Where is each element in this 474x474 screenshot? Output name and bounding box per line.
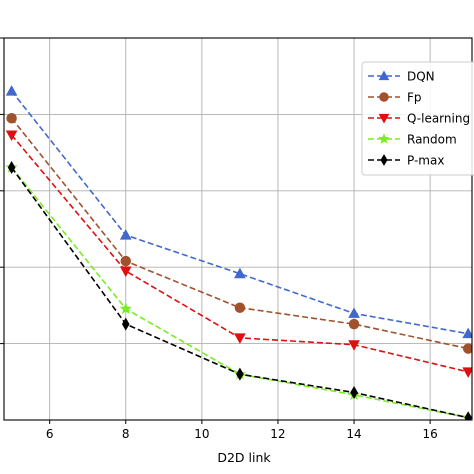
data-point	[119, 266, 132, 278]
series-q-learning	[5, 130, 472, 378]
data-point	[7, 161, 16, 174]
legend-marker	[378, 70, 390, 81]
data-point	[234, 333, 246, 344]
series-p-max	[7, 161, 472, 420]
data-point	[119, 302, 132, 315]
legend-marker	[378, 113, 390, 124]
x-tick-label: 14	[346, 427, 361, 441]
series-line	[10, 90, 469, 335]
data-point	[5, 85, 18, 96]
legend-marker	[380, 154, 388, 166]
data-point	[5, 130, 18, 142]
data-point	[234, 267, 246, 279]
legend-item: Fp	[368, 91, 422, 105]
data-point	[348, 307, 360, 318]
data-point	[119, 229, 132, 240]
legend-label: P-max	[407, 154, 444, 168]
legend-item: Random	[368, 133, 457, 147]
data-point	[348, 340, 360, 351]
x-tick-label: 12	[270, 427, 285, 441]
series-random	[5, 161, 472, 420]
x-axis-label: D2D link	[217, 450, 271, 465]
legend-label: Fp	[407, 91, 422, 105]
data-point	[6, 112, 17, 124]
data-point	[350, 386, 358, 399]
plot-frame	[3, 37, 473, 421]
x-tick-label: 8	[122, 427, 130, 441]
legend-box	[361, 61, 474, 176]
legend-label: Random	[407, 133, 457, 147]
series-dqn	[5, 85, 472, 339]
x-tick-label: 10	[194, 427, 209, 441]
x-tick-label: 6	[46, 427, 54, 441]
data-point	[462, 367, 472, 378]
x-tick-layer: 6 8 10 12 14 16	[0, 37, 438, 441]
legend-item: DQN	[368, 70, 435, 84]
legend-item: P-max	[368, 154, 444, 168]
legend-label: Q-learning	[407, 112, 470, 126]
x-tick-label: 16	[423, 427, 438, 441]
data-point	[236, 367, 244, 381]
series-fp	[6, 112, 472, 354]
legend-marker	[379, 92, 389, 102]
data-point	[121, 317, 130, 331]
data-point	[234, 302, 246, 313]
legend-label: DQN	[407, 70, 435, 84]
data-point	[120, 255, 132, 267]
data-point	[464, 411, 472, 420]
data-point	[348, 318, 360, 330]
legend-marker	[378, 133, 390, 144]
data-point	[462, 327, 472, 339]
series-line	[10, 166, 469, 419]
series-layer	[5, 85, 472, 420]
legend: DQN Fp Q-learning Random P-max	[361, 61, 474, 176]
legend-item: Q-learning	[368, 112, 470, 126]
data-point	[462, 343, 472, 354]
